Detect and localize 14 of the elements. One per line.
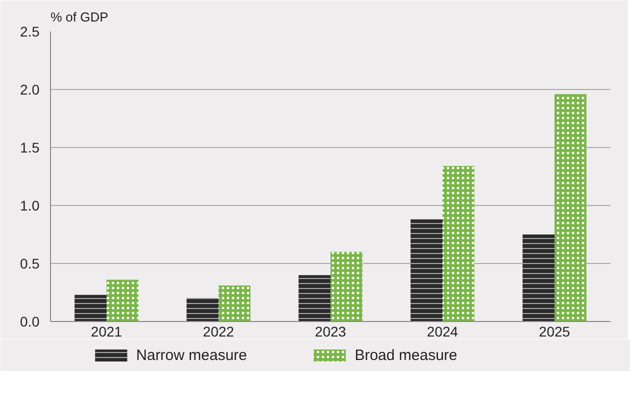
x-tick-label: 2025 xyxy=(538,324,570,340)
y-axis-title: % of GDP xyxy=(50,10,108,24)
legend-label: Narrow measure xyxy=(136,347,248,364)
y-tick-label: 1.0 xyxy=(20,198,40,214)
x-tick-label: 2023 xyxy=(314,324,346,340)
legend-label: Broad measure xyxy=(354,347,458,364)
x-tick-label: 2022 xyxy=(202,324,234,340)
x-tick-label: 2021 xyxy=(90,324,122,340)
x-tick-label: 2024 xyxy=(426,324,458,340)
y-tick-label: 2.5 xyxy=(20,24,40,40)
y-tick-label: 0.5 xyxy=(20,256,40,272)
y-tick-label: 0.0 xyxy=(20,314,40,330)
y-tick-label: 2.0 xyxy=(20,82,40,98)
y-tick-label: 1.5 xyxy=(20,140,40,156)
